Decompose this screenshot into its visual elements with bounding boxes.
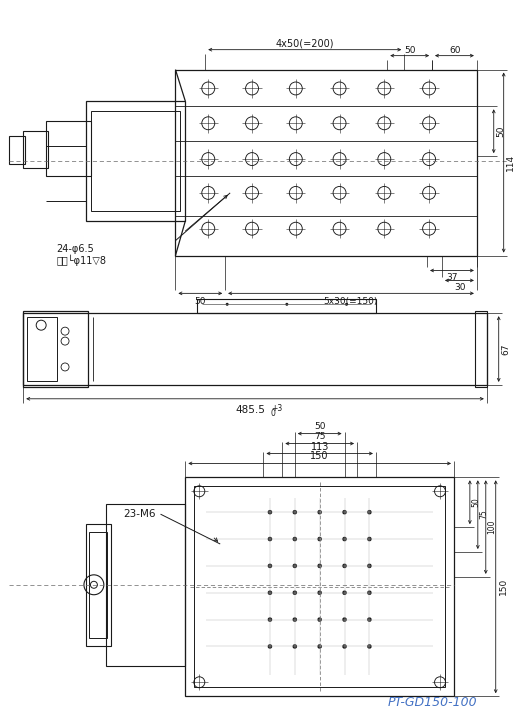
Circle shape — [293, 537, 297, 541]
Circle shape — [268, 590, 272, 595]
Circle shape — [345, 303, 348, 306]
Text: 75: 75 — [479, 509, 488, 519]
Circle shape — [318, 618, 322, 622]
Text: 4x50(=200): 4x50(=200) — [276, 39, 334, 49]
Text: 50: 50 — [496, 126, 505, 137]
Bar — [106, 504, 185, 667]
Bar — [89, 532, 107, 638]
Bar — [86, 101, 185, 221]
Bar — [46, 122, 91, 176]
Bar — [475, 311, 487, 387]
Circle shape — [342, 564, 347, 568]
Circle shape — [293, 644, 297, 649]
Circle shape — [367, 618, 372, 622]
Text: 75: 75 — [314, 432, 325, 441]
Circle shape — [293, 618, 297, 622]
Circle shape — [342, 618, 347, 622]
Text: 113: 113 — [310, 441, 329, 452]
Text: PT-GD150-100: PT-GD150-100 — [387, 696, 477, 709]
Circle shape — [268, 537, 272, 541]
Text: 50: 50 — [195, 297, 206, 306]
Circle shape — [268, 618, 272, 622]
Text: 37: 37 — [446, 273, 458, 282]
Bar — [194, 486, 445, 687]
Text: 67: 67 — [501, 343, 510, 354]
Circle shape — [318, 590, 322, 595]
Bar — [91, 111, 180, 211]
Circle shape — [367, 510, 372, 515]
Circle shape — [285, 303, 289, 306]
Circle shape — [268, 510, 272, 515]
Circle shape — [268, 644, 272, 649]
Text: 100: 100 — [487, 520, 496, 534]
Bar — [86, 524, 111, 646]
Circle shape — [367, 644, 372, 649]
Text: 485.5: 485.5 — [235, 405, 265, 415]
Text: 50: 50 — [471, 498, 480, 507]
Circle shape — [367, 590, 372, 595]
Bar — [23, 132, 48, 168]
Circle shape — [367, 537, 372, 541]
Circle shape — [318, 537, 322, 541]
Circle shape — [268, 564, 272, 568]
Circle shape — [226, 303, 228, 306]
Circle shape — [342, 510, 347, 515]
Text: 24-φ6.5: 24-φ6.5 — [56, 244, 94, 254]
Text: 5x30(=150): 5x30(=150) — [323, 297, 378, 306]
Circle shape — [293, 564, 297, 568]
Circle shape — [293, 510, 297, 515]
Text: +3: +3 — [271, 404, 282, 413]
Text: 60: 60 — [449, 46, 461, 55]
Bar — [27, 317, 57, 381]
Bar — [23, 313, 487, 385]
Text: 背面└φ11▽8: 背面└φ11▽8 — [56, 255, 106, 266]
Bar — [185, 477, 454, 696]
Bar — [9, 136, 25, 164]
Bar — [197, 299, 377, 313]
Circle shape — [318, 510, 322, 515]
Text: 150: 150 — [310, 452, 329, 462]
Text: 30: 30 — [454, 283, 466, 292]
Bar — [176, 70, 477, 255]
Text: 50: 50 — [314, 422, 325, 431]
Circle shape — [293, 590, 297, 595]
Text: 150: 150 — [499, 578, 508, 595]
Text: 50: 50 — [405, 46, 416, 55]
Circle shape — [367, 564, 372, 568]
Bar — [23, 311, 88, 387]
Circle shape — [318, 564, 322, 568]
Text: 114: 114 — [506, 153, 515, 170]
Circle shape — [318, 644, 322, 649]
Text: 23-M6: 23-M6 — [123, 509, 155, 519]
Circle shape — [342, 537, 347, 541]
Circle shape — [342, 590, 347, 595]
Circle shape — [342, 644, 347, 649]
Text: 0: 0 — [271, 408, 276, 418]
